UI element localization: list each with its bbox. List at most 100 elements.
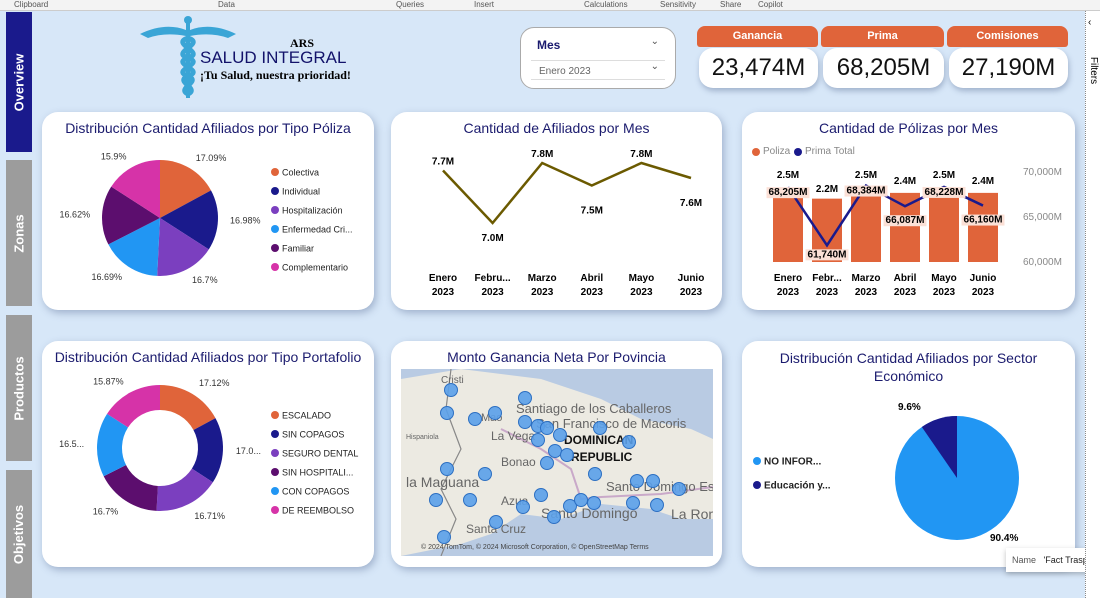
legend-label[interactable]: Enfermedad Cri... [282, 225, 353, 235]
ribbon-label: Share [720, 0, 742, 9]
data-label: 2.5M [855, 170, 877, 181]
map-bubble[interactable] [548, 444, 562, 458]
legend-label[interactable]: CON COPAGOS [282, 487, 349, 497]
pie-chart-sector[interactable]: 90.4% 9.6% NO INFOR... Educación y... [742, 341, 1075, 567]
data-label: 66,087M [886, 215, 925, 226]
legend-item-poliza[interactable]: Poliza [752, 146, 790, 157]
map-bubble[interactable] [444, 383, 458, 397]
donut-chart-portafolio[interactable]: 17.12% 17.0... 16.71% 16.7% 16.5... 15.87% ESC… [42, 341, 374, 567]
legend-label[interactable]: ESCALADO [282, 411, 331, 421]
map-bubble[interactable] [593, 421, 607, 435]
pie-chart-poliza[interactable]: 17.09% 16.98% 16.7% 16.69% 16.62% 15.9% Colect… [42, 112, 374, 310]
logo-name: SALUD INTEGRAL [200, 48, 347, 67]
legend-label[interactable]: Educación y... [764, 481, 831, 492]
slicer-title: Mes [537, 38, 561, 52]
map-bubble[interactable] [488, 406, 502, 420]
collapse-icon[interactable]: ‹ [1088, 17, 1092, 28]
map-bubble[interactable] [646, 474, 660, 488]
ribbon-label: Insert [474, 0, 495, 9]
map-bubble[interactable] [672, 482, 686, 496]
map-bubble[interactable] [468, 412, 482, 426]
map-bubble[interactable] [587, 496, 601, 510]
pie-slice[interactable] [921, 416, 957, 478]
map-place-label: REPUBLIC [571, 450, 633, 464]
legend-label[interactable]: Complementario [282, 263, 348, 273]
map-bubble[interactable] [540, 456, 554, 470]
legend-label[interactable]: Individual [282, 187, 320, 197]
legend-label[interactable]: SIN COPAGOS [282, 430, 344, 440]
map-bubble[interactable] [574, 493, 588, 507]
nav-tab-objetivos[interactable]: Objetivos [6, 470, 32, 598]
map-bubble[interactable] [489, 515, 503, 529]
map-bubble[interactable] [560, 448, 574, 462]
legend-label[interactable]: SEGURO DENTAL [282, 449, 358, 459]
map-bubble[interactable] [531, 433, 545, 447]
line-chart-afiliados[interactable]: 7.7M Enero 2023 7.0M Febru... 2023 7.8M Marzo 20… [391, 112, 722, 310]
nav-tab-overview[interactable]: Overview [6, 12, 32, 152]
nav-label: Productos [11, 355, 27, 421]
nav-tab-zonas[interactable]: Zonas [6, 160, 32, 306]
nav-tab-productos[interactable]: Productos [6, 315, 32, 461]
map-bubble[interactable] [440, 406, 454, 420]
map-bubble[interactable] [553, 428, 567, 442]
pie-slice[interactable] [102, 186, 160, 245]
legend-dot [271, 225, 279, 233]
map-place-label: Bonao [501, 455, 536, 469]
map-bubble[interactable] [478, 467, 492, 481]
legend-label[interactable]: Familiar [282, 244, 314, 254]
data-label: 68,228M [925, 187, 964, 198]
chevron-down-icon[interactable]: ⌄ [650, 36, 659, 47]
legend-dot [753, 481, 761, 489]
bar[interactable] [890, 192, 920, 262]
label-background [766, 187, 810, 199]
map-bubble[interactable] [547, 510, 561, 524]
pie-slice[interactable] [103, 465, 158, 511]
map-place-label: Hispaniola [406, 434, 439, 441]
map-bubble[interactable] [534, 488, 548, 502]
bar[interactable] [929, 190, 959, 262]
pie-slice[interactable] [108, 218, 160, 276]
data-label: 2.4M [972, 176, 994, 187]
pie-slice[interactable] [111, 160, 160, 218]
map-bubble[interactable] [626, 496, 640, 510]
month-slicer[interactable]: Mes ⌄ Enero 2023 ⌄ [520, 27, 676, 89]
map-bubble[interactable] [516, 500, 530, 514]
legend-label[interactable]: NO INFOR... [764, 457, 821, 468]
map-bubble[interactable] [440, 462, 454, 476]
ribbon-label: Data [218, 0, 235, 9]
pie-slice[interactable] [160, 160, 211, 218]
map-bubble[interactable] [429, 493, 443, 507]
legend-label[interactable]: DE REEMBOLSO [282, 506, 354, 516]
legend-dot [271, 168, 279, 176]
map-bubble[interactable] [630, 474, 644, 488]
pie-slice[interactable] [156, 468, 213, 511]
pie-slice[interactable] [107, 385, 160, 428]
map-attribution[interactable]: © 2024 TomTom, © 2024 Microsoft Corporat… [421, 543, 649, 551]
pie-slice[interactable] [96, 413, 129, 477]
map-bubble[interactable] [563, 499, 577, 513]
x-tick-label: 2023 [894, 287, 917, 298]
pie-slice[interactable] [191, 418, 223, 483]
map-bubble[interactable] [650, 498, 664, 512]
map-bubble[interactable] [540, 421, 554, 435]
map-bubble[interactable] [518, 391, 532, 405]
bar[interactable] [968, 192, 998, 262]
pie-slice[interactable] [160, 190, 219, 250]
filters-pane[interactable]: ‹ Filters [1085, 11, 1100, 598]
map-bubble[interactable] [437, 530, 451, 544]
legend-label[interactable]: Hospitalización [282, 206, 343, 216]
combo-chart-polizas[interactable]: 2.5M Enero 2023 2.2M Febr... 2023 2.5M Marzo 202… [742, 112, 1075, 310]
pie-slice[interactable] [160, 385, 216, 430]
legend-label[interactable]: Colectiva [282, 168, 319, 178]
pie-slice[interactable] [157, 218, 209, 276]
tooltip: Name 'Fact Traspaso [1006, 548, 1100, 572]
legend-item-prima[interactable]: Prima Total [794, 146, 855, 157]
map-bubble[interactable] [518, 415, 532, 429]
slicer-dropdown[interactable]: Enero 2023 ⌄ [531, 60, 665, 80]
map-bubble[interactable] [463, 493, 477, 507]
line-series[interactable] [442, 161, 692, 225]
map-bubble[interactable] [588, 467, 602, 481]
map-bubble[interactable] [622, 435, 636, 449]
legend-label[interactable]: SIN HOSPITALI... [282, 468, 353, 478]
